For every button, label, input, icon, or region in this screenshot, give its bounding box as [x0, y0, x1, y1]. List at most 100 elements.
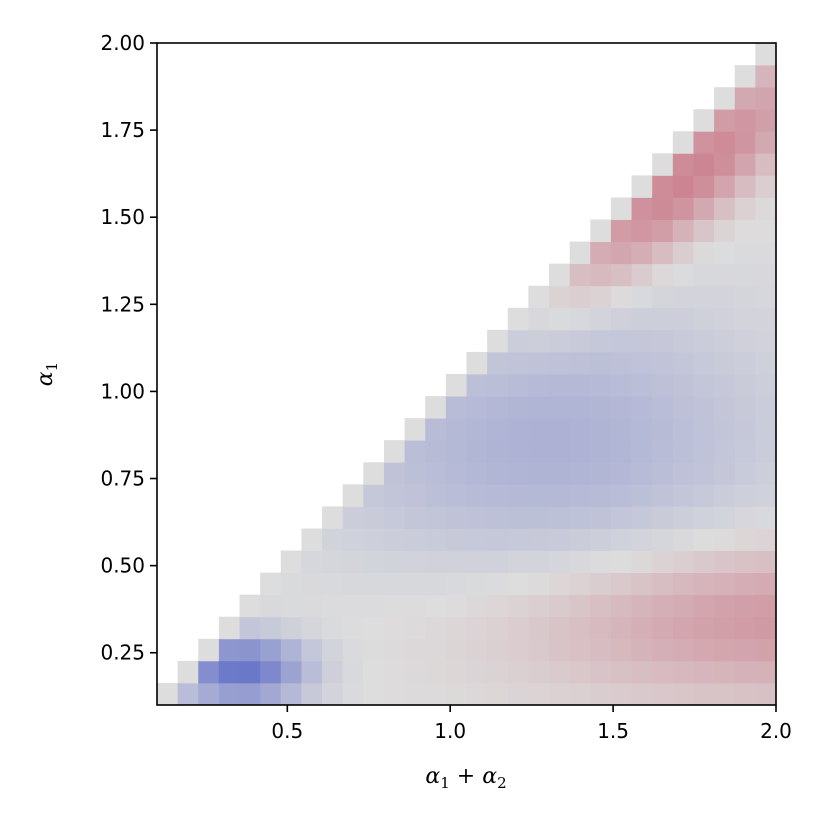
heatmap-cell: [528, 682, 550, 706]
heatmap-cell: [198, 682, 220, 706]
heatmap-cell: [487, 638, 509, 662]
heatmap-cell: [404, 440, 426, 463]
heatmap-cell: [549, 528, 571, 551]
heatmap-cell: [425, 528, 447, 551]
heatmap-cell: [631, 528, 653, 551]
heatmap-cell: [569, 682, 591, 706]
heatmap-cell: [631, 329, 653, 353]
heatmap-cell: [652, 638, 674, 662]
heatmap-cell: [590, 638, 612, 662]
heatmap-cell: [260, 572, 282, 596]
heatmap-cell: [507, 329, 529, 353]
heatmap-cell: [590, 329, 612, 353]
heatmap-cell: [652, 462, 674, 485]
heatmap-cell: [610, 374, 632, 397]
heatmap-cell: [260, 660, 282, 684]
heatmap-cell: [322, 616, 344, 640]
heatmap-cell: [569, 550, 591, 573]
heatmap-cell: [425, 616, 447, 640]
heatmap-cell: [714, 219, 736, 242]
heatmap-cell: [507, 506, 529, 529]
heatmap-cell: [610, 550, 632, 573]
heatmap-cell: [569, 396, 591, 419]
heatmap-cell: [487, 351, 509, 375]
heatmap-cell: [466, 484, 488, 507]
heatmap-cell: [198, 660, 220, 684]
heatmap-cell: [631, 616, 653, 640]
heatmap-cell: [528, 506, 550, 529]
heatmap-cell: [714, 374, 736, 397]
heatmap-cell: [693, 682, 715, 706]
heatmap-cell: [693, 307, 715, 331]
heatmap-cell: [610, 241, 632, 265]
heatmap-cell: [487, 329, 509, 353]
heatmap-cell: [549, 660, 571, 684]
heatmap-cell: [404, 594, 426, 618]
heatmap-cell: [714, 109, 736, 132]
heatmap-cell: [631, 594, 653, 618]
heatmap-cell: [363, 506, 385, 529]
heatmap-cell: [672, 528, 694, 551]
heatmap-cell: [425, 506, 447, 529]
heatmap-cell: [631, 307, 653, 331]
heatmap-cell: [610, 418, 632, 441]
heatmap-cell: [239, 594, 261, 618]
heatmap-cell: [734, 440, 756, 463]
heatmap-cell: [569, 263, 591, 287]
heatmap-cell: [652, 682, 674, 706]
heatmap-cell: [610, 462, 632, 485]
heatmap-cell: [466, 440, 488, 463]
heatmap-cell: [734, 484, 756, 507]
heatmap-cell: [549, 506, 571, 529]
heatmap-cell: [466, 462, 488, 485]
heatmap-cell: [507, 660, 529, 684]
heatmap-cell: [693, 285, 715, 309]
heatmap-cell: [425, 396, 447, 419]
heatmap-cell: [363, 462, 385, 485]
heatmap-cell: [569, 440, 591, 463]
heatmap-cell: [528, 484, 550, 507]
heatmap-cell: [590, 440, 612, 463]
heatmap-cell: [652, 175, 674, 198]
heatmap-cell: [342, 594, 364, 618]
heatmap-cell: [610, 197, 632, 220]
heatmap-cell: [528, 307, 550, 331]
heatmap-cell: [734, 638, 756, 662]
heatmap-cell: [693, 462, 715, 485]
heatmap-cell: [672, 374, 694, 397]
heatmap-cell: [445, 572, 467, 596]
heatmap-cell: [528, 594, 550, 618]
heatmap-cell: [693, 219, 715, 242]
heatmap-cell: [714, 484, 736, 507]
x-tick-label: 1.0: [434, 719, 466, 743]
heatmap-cell: [507, 418, 529, 441]
heatmap-cell: [672, 440, 694, 463]
heatmap-cell: [260, 682, 282, 706]
heatmap-cell: [734, 506, 756, 529]
heatmap-cell: [590, 660, 612, 684]
heatmap-cell: [301, 682, 323, 706]
heatmap-cell: [487, 660, 509, 684]
heatmap-cell: [322, 638, 344, 662]
heatmap-cell: [445, 594, 467, 618]
heatmap-cell: [342, 484, 364, 507]
heatmap-cell: [549, 285, 571, 309]
heatmap-cell: [714, 153, 736, 176]
heatmap-cell: [218, 682, 240, 706]
heatmap-cell: [569, 351, 591, 375]
heatmap-cell: [528, 329, 550, 353]
heatmap-cell: [755, 219, 777, 242]
heatmap-cell: [652, 484, 674, 507]
heatmap-cell: [714, 462, 736, 485]
heatmap-cell: [652, 197, 674, 220]
heatmap-cell: [404, 484, 426, 507]
heatmap-cell: [363, 528, 385, 551]
heatmap-cell: [755, 550, 777, 573]
x-axis: 0.5 1.0 1.5 2.0: [271, 705, 792, 743]
heatmap-cell: [363, 638, 385, 662]
heatmap-cell: [672, 329, 694, 353]
heatmap-cell: [569, 638, 591, 662]
heatmap-cell: [734, 219, 756, 242]
heatmap-cell: [590, 616, 612, 640]
heatmap-cell: [198, 638, 220, 662]
